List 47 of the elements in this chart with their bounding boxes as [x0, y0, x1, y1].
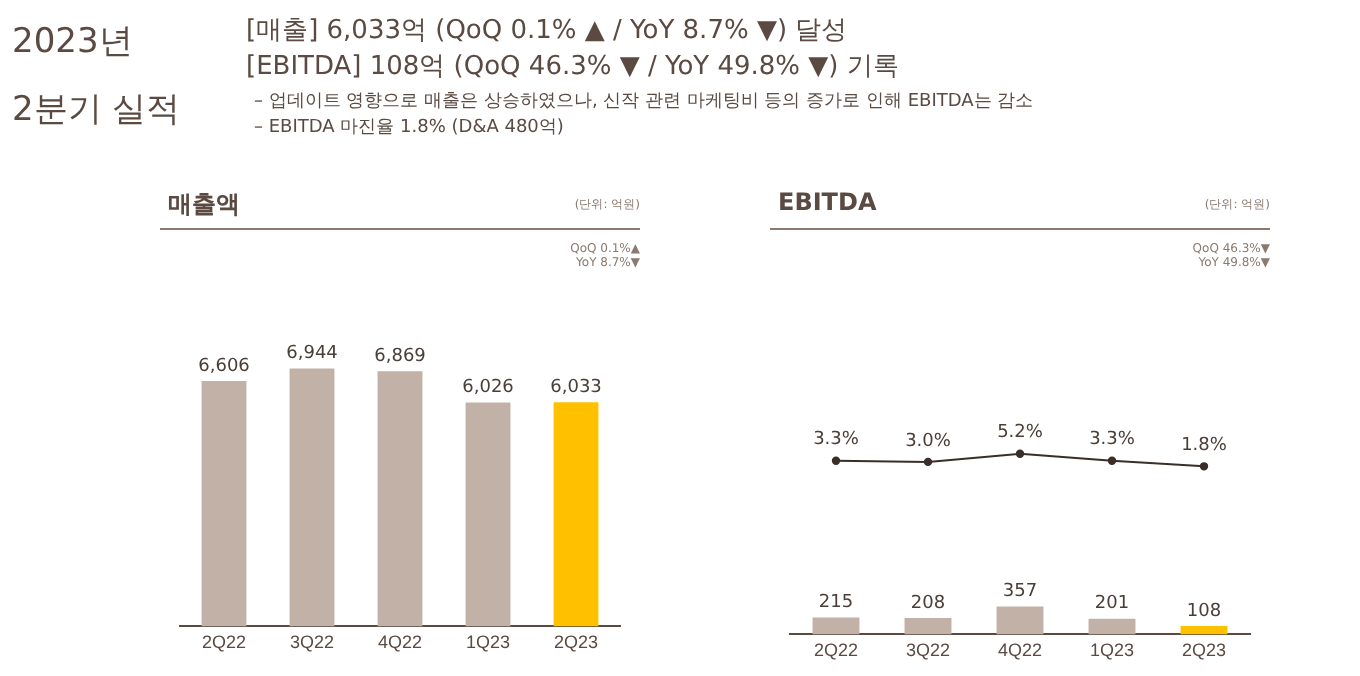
- bar: [1180, 625, 1228, 635]
- x-tick-label: 2Q23: [1181, 640, 1227, 661]
- data-label: 357: [1002, 582, 1038, 603]
- data-label: 6,026: [462, 378, 515, 399]
- data-label: 108: [1186, 601, 1222, 622]
- x-tick-label: 1Q23: [465, 632, 511, 653]
- x-tick-label: 2Q23: [553, 632, 599, 653]
- point: [1107, 456, 1117, 465]
- x-tick-label: 1Q23: [1089, 640, 1135, 661]
- data-label: 3.3%: [1089, 430, 1136, 451]
- data-label: 215: [818, 593, 854, 614]
- data-label: 6,033: [550, 377, 602, 398]
- data-label: 201: [1094, 594, 1130, 615]
- x-tick-label: 3Q22: [905, 640, 951, 661]
- text: – 업데이트 영향으로 매출은 상승하였으나, 신작 관련 마케팅비 등의 증가로 인해 EBITDA는 감소: [254, 90, 1034, 114]
- text: 2023년 2분기 실적: [12, 20, 183, 134]
- bar: [812, 617, 860, 635]
- point: [923, 457, 933, 467]
- x-tick-label: 2Q22: [813, 640, 859, 661]
- text: [매출] 6,033억 (QoQ 0.1% ▲ / YoY 8.7% ▼) 달성: [246, 14, 848, 48]
- bar: [553, 402, 599, 627]
- point: [1015, 449, 1025, 458]
- data-label: 1.8%: [1181, 436, 1228, 457]
- bar: [377, 371, 423, 627]
- text: [EBITDA] 108억 (QoQ 46.3% ▼ / YoY 49.8% ▼) 기록: [246, 50, 899, 84]
- data-label: 208: [910, 593, 946, 614]
- chart-title: EBITDA: [778, 188, 877, 216]
- data-label: 6,606: [198, 356, 251, 377]
- point: [1199, 462, 1209, 471]
- data-label: 3.0%: [905, 431, 952, 452]
- data-label: 6,869: [374, 346, 427, 367]
- data-label: 3.3%: [813, 430, 860, 451]
- bar: [996, 606, 1044, 635]
- data-label: 5.2%: [997, 423, 1044, 444]
- chart-title: 매출액: [168, 188, 240, 222]
- text: – EBITDA 마진율 1.8% (D&A 480억): [254, 116, 564, 140]
- x-tick-label: 3Q22: [289, 632, 335, 653]
- bar: [904, 618, 952, 635]
- bar: [289, 368, 335, 627]
- x-tick-label: 4Q22: [997, 640, 1043, 661]
- bar: [1088, 618, 1136, 635]
- bar: [465, 402, 511, 627]
- x-tick-label: 2Q22: [201, 632, 247, 653]
- x-tick-label: 4Q22: [377, 632, 423, 653]
- data-label: 6,944: [286, 344, 339, 365]
- point: [831, 456, 841, 465]
- bar: [201, 380, 247, 627]
